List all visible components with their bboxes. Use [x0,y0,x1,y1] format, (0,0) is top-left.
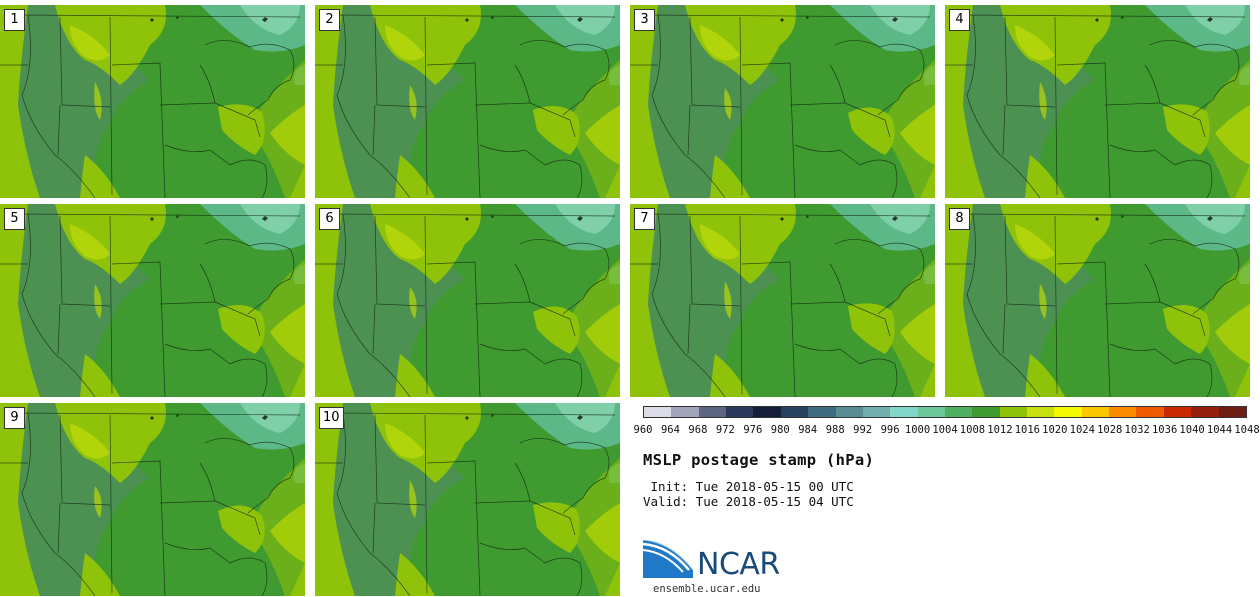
colorbar-swatch [780,407,809,417]
colorbar-swatch [1136,407,1164,417]
member-number-label: 6 [319,208,340,230]
member-number-label: 9 [4,407,25,429]
colorbar-tick-label: 1008 [959,424,986,436]
colorbar-tick-label: 976 [743,424,763,436]
colorbar-tick-label: 992 [853,424,873,436]
colorbar-swatch [808,407,836,417]
colorbar-swatch [1054,407,1082,417]
colorbar-swatch [753,407,781,417]
member-number-label: 1 [4,9,25,31]
colorbar-tick-label: 1044 [1206,424,1233,436]
colorbar-swatch [917,407,945,417]
member-number-label: 10 [319,407,344,429]
init-time: Init: Tue 2018-05-15 00 UTC [643,479,854,494]
colorbar-swatch [862,407,891,417]
postage-stamp-map: 1 [0,5,305,198]
member-number-label: 5 [4,208,25,230]
member-number-label: 4 [949,9,970,31]
colorbar-tick-label: 980 [770,424,790,436]
colorbar-swatch [1109,407,1137,417]
colorbar-swatch [972,407,1000,417]
postage-stamp-map: 5 [0,204,305,397]
postage-stamp-map: 7 [630,204,935,397]
colorbar-swatch [1163,407,1192,417]
colorbar-tick-label: 984 [798,424,818,436]
ncar-logo-mark [643,540,694,578]
colorbar-swatch [944,407,973,417]
postage-stamp-map: 2 [315,5,620,198]
chart-title: MSLP postage stamp (hPa) [643,451,875,469]
site-url: ensemble.ucar.edu [653,583,761,595]
colorbar-tick-label: 996 [880,424,900,436]
colorbar-tick-label: 1012 [987,424,1013,436]
colorbar-swatch [1081,407,1110,417]
colorbar-tick-label: 1028 [1097,424,1123,436]
colorbar-swatch [835,407,863,417]
colorbar-tick-label: 1004 [932,424,958,436]
colorbar-tick-label: 1024 [1069,424,1095,436]
colorbar-swatch [698,407,727,417]
colorbar-tick-label: 1040 [1179,424,1205,436]
colorbar-tick-label: 1036 [1151,424,1178,436]
postage-stamp-map: 9 [0,403,305,596]
postage-stamp-map: 4 [945,5,1250,198]
colorbar-swatch [671,407,699,417]
member-number-label: 7 [634,208,655,230]
ncar-logo-text: NCAR [697,547,780,582]
mslp-colorbar [643,406,1247,418]
postage-stamp-map: 10 [315,403,620,596]
valid-time: Valid: Tue 2018-05-15 04 UTC [643,494,854,509]
colorbar-tick-label: 964 [660,424,680,436]
colorbar-swatch [644,407,672,417]
colorbar-swatch [1027,407,1055,417]
member-number-label: 8 [949,208,970,230]
postage-stamp-map: 8 [945,204,1250,397]
colorbar-swatch [726,407,754,417]
colorbar-tick-label: 1016 [1014,424,1041,436]
colorbar-tick-label: 968 [688,424,708,436]
colorbar-tick-label: 988 [825,424,845,436]
postage-stamp-map: 6 [315,204,620,397]
member-number-label: 2 [319,9,340,31]
colorbar-tick-label: 960 [633,424,653,436]
colorbar-tick-labels: 960 964 968 972 976 980 984 988 992 996 1000 1004 10… [632,424,1260,438]
colorbar-tick-label: 1048 [1234,424,1260,436]
postage-stamp-map: 3 [630,5,935,198]
colorbar-tick-label: 1032 [1124,424,1150,436]
colorbar-swatch [999,407,1028,417]
colorbar-tick-label: 972 [715,424,735,436]
colorbar-swatch [1191,407,1219,417]
colorbar-tick-label: 1000 [904,424,931,436]
member-number-label: 3 [634,9,655,31]
colorbar-swatch [890,407,918,417]
colorbar-swatch [1218,407,1246,417]
colorbar-tick-label: 1020 [1042,424,1068,436]
